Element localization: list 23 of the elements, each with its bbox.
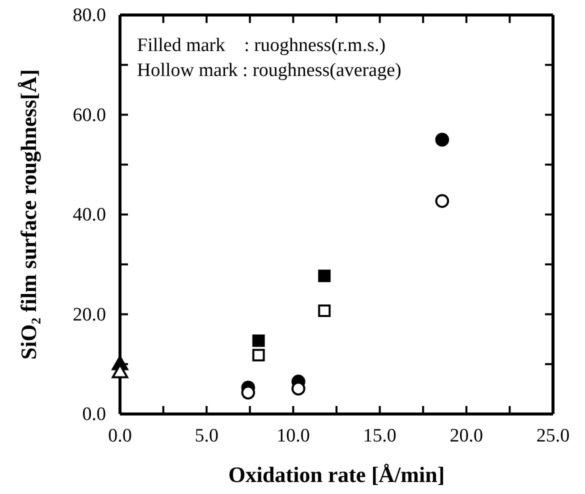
y-tick-label: 0.0 bbox=[82, 404, 106, 426]
point bbox=[241, 386, 256, 400]
annotation: Hollow mark : roughness(average) bbox=[137, 60, 402, 81]
point bbox=[435, 132, 450, 147]
x-tick-label: 20.0 bbox=[450, 425, 484, 446]
y-tick-label: 60.0 bbox=[72, 104, 106, 126]
x-tick-label: 15.0 bbox=[363, 425, 396, 446]
point bbox=[252, 334, 265, 347]
point bbox=[318, 304, 331, 318]
y-axis-title: SiO₂ film surface roughness[Å] bbox=[16, 69, 41, 360]
y-tick-label: 20.0 bbox=[72, 304, 106, 326]
x-tick-label: 25.0 bbox=[536, 425, 570, 446]
y-tick-label: 40.0 bbox=[72, 204, 106, 226]
x-tick-label: 0.0 bbox=[108, 425, 132, 446]
point bbox=[252, 348, 265, 362]
annotation: Filled mark : ruoghness(r.m.s.) bbox=[137, 35, 386, 56]
x-tick-label: 10.0 bbox=[276, 425, 310, 446]
point bbox=[318, 270, 331, 282]
x-tick-label: 5.0 bbox=[194, 425, 218, 446]
point bbox=[435, 194, 450, 208]
x-axis-title: Oxidation rate [Å/min] bbox=[228, 462, 445, 487]
point bbox=[291, 382, 306, 396]
y-tick-label: 80.0 bbox=[72, 5, 106, 26]
